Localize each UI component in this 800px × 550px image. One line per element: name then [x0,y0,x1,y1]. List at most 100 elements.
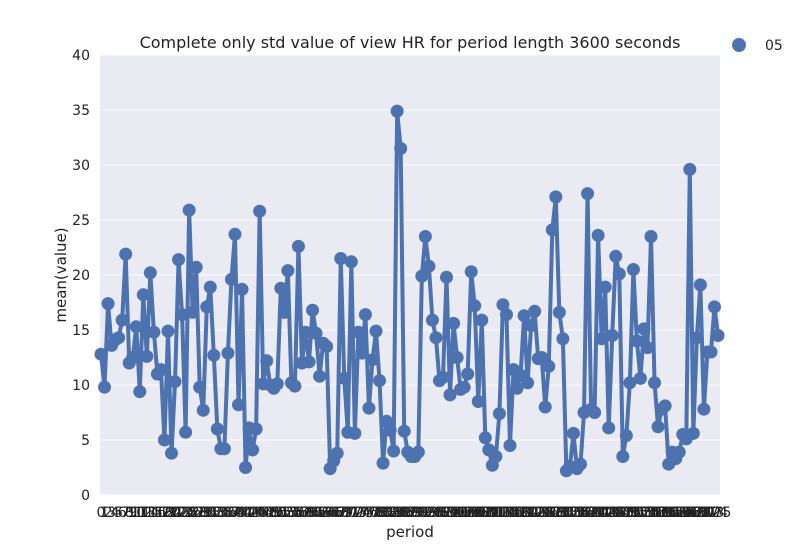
chart-title: Complete only std value of view HR for p… [140,33,681,52]
x-tick-label: 11 [131,505,149,521]
data-point [648,376,662,390]
x-tick-label: 45 [251,505,269,521]
data-point [591,228,605,242]
x-tick-label: 84 [388,505,406,521]
x-tick-label: 22 [170,505,188,521]
data-point [165,446,179,460]
data-point [313,369,327,383]
x-tick-label: 38 [226,505,244,521]
x-tick-label: 34 [212,505,230,521]
data-point [422,259,436,273]
x-tick-label: 148 [609,505,636,521]
data-point [348,426,362,440]
x-tick-label: 5 [114,505,123,521]
x-axis-label: period [386,523,434,541]
data-point [281,264,295,278]
data-point [644,230,658,243]
data-point [418,230,432,243]
data-point [260,354,274,368]
x-tick-label: 74 [353,505,371,521]
data-point [690,331,704,345]
data-point [468,299,482,313]
data-point [351,325,365,339]
x-tick-label: 137 [571,505,598,521]
data-point [168,375,182,389]
x-tick-label: 104 [454,505,481,521]
data-point [129,320,143,334]
data-point [711,329,725,342]
data-point [612,267,626,281]
x-tick-label: 47 [258,505,276,521]
data-point [524,319,538,333]
x-tick-label: 169 [683,505,710,521]
data-point [447,316,461,330]
data-point [217,442,231,456]
data-point [478,431,492,445]
data-point [489,450,503,463]
data-point [189,260,203,274]
x-tick-label: 162 [659,505,686,521]
data-point [394,142,408,155]
series-points [94,104,725,478]
data-point [172,253,186,267]
x-tick-label: 50 [268,505,286,521]
data-point [358,308,372,322]
x-tick-label: 102 [447,505,474,521]
x-tick-label: 80 [374,505,392,521]
x-tick-label: 35 [215,505,233,521]
x-tick-label: 73 [349,505,367,521]
data-point [126,351,140,364]
data-point [98,380,112,394]
x-tick-label: 55 [286,505,304,521]
data-point [475,313,489,327]
x-tick-label: 119 [507,505,534,521]
x-tick-label: 65 [321,505,339,521]
data-point [549,190,563,204]
x-tick-label: 128 [539,505,566,521]
data-point [235,282,249,296]
data-point [330,446,344,460]
data-point [461,367,475,381]
data-point [207,348,221,362]
x-tick-label: 146 [602,505,629,521]
x-tick-label: 37 [223,505,241,521]
x-tick-label: 127 [535,505,562,521]
data-point [616,450,630,463]
data-point [510,381,524,395]
data-point [588,406,602,419]
x-tick-label: 7 [121,505,130,521]
x-tick-label: 43 [244,505,262,521]
data-point [154,363,168,377]
data-point [161,324,175,338]
x-tick-label: 167 [676,505,703,521]
x-tick-label: 88 [402,505,420,521]
x-tick-label: 138 [574,505,601,521]
data-point [186,305,200,319]
x-tick-label: 53 [279,505,297,521]
x-tick-label: 83 [385,505,403,521]
x-tick-labels: 0123456789101112131415161718192021222324… [97,505,732,521]
x-tick-label: 82 [381,505,399,521]
data-point [640,341,654,355]
x-tick-label: 6 [118,505,127,521]
x-tick-label: 159 [648,505,675,521]
data-point [221,346,235,360]
data-point [535,351,549,364]
data-point [707,300,721,314]
x-tick-label: 40 [233,505,251,521]
x-tick-label: 16 [148,505,166,521]
data-point [143,266,157,280]
x-tick-label: 26 [184,505,202,521]
x-tick-label: 67 [328,505,346,521]
x-tick-label: 33 [208,505,226,521]
x-tick-label: 93 [420,505,438,521]
x-tick-label: 72 [346,505,364,521]
x-tick-label: 1 [100,505,109,521]
x-tick-label: 108 [468,505,495,521]
x-tick-label: 78 [367,505,385,521]
data-point [239,461,253,474]
x-tick-label: 30 [198,505,216,521]
data-point [196,403,210,417]
x-tick-label: 51 [272,505,290,521]
data-point [440,270,454,284]
